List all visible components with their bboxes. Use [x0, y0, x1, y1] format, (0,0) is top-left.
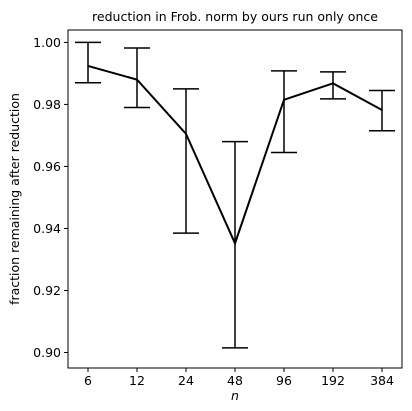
error-bar [124, 47, 150, 109]
x-tick-label: 24 [178, 373, 194, 388]
x-axis: 6 12 24 48 96 192 384 [84, 368, 394, 388]
data-point [87, 65, 89, 67]
chart-title: reduction in Frob. norm by ours run only… [92, 9, 378, 24]
y-tick-label: 0.92 [33, 283, 61, 298]
x-tick-label: 192 [321, 373, 345, 388]
error-bar [173, 88, 199, 234]
series-group [87, 65, 383, 247]
x-tick-label: 6 [84, 373, 92, 388]
data-point [234, 242, 236, 245]
x-tick-label: 48 [227, 373, 243, 388]
error-bar [75, 41, 101, 84]
y-tick-label: 0.96 [33, 159, 61, 174]
data-point [283, 98, 285, 101]
error-bar [320, 71, 346, 100]
error-bars [75, 41, 395, 349]
y-axis-label: fraction remaining after reduction [7, 93, 22, 305]
error-bar [271, 70, 297, 154]
x-tick-label: 384 [370, 373, 394, 388]
x-axis-label: n [231, 388, 239, 403]
y-axis: 0.90 0.92 0.94 0.96 0.98 1.00 [33, 35, 68, 360]
data-point [136, 78, 138, 81]
data-point [332, 82, 334, 85]
x-tick-label: 12 [129, 373, 145, 388]
data-point [185, 133, 187, 135]
y-tick-label: 0.98 [33, 97, 61, 112]
y-tick-label: 1.00 [33, 35, 61, 50]
y-tick-label: 0.94 [33, 221, 61, 236]
y-tick-label: 0.90 [33, 345, 61, 360]
data-point [381, 109, 383, 111]
x-tick-label: 96 [276, 373, 292, 388]
